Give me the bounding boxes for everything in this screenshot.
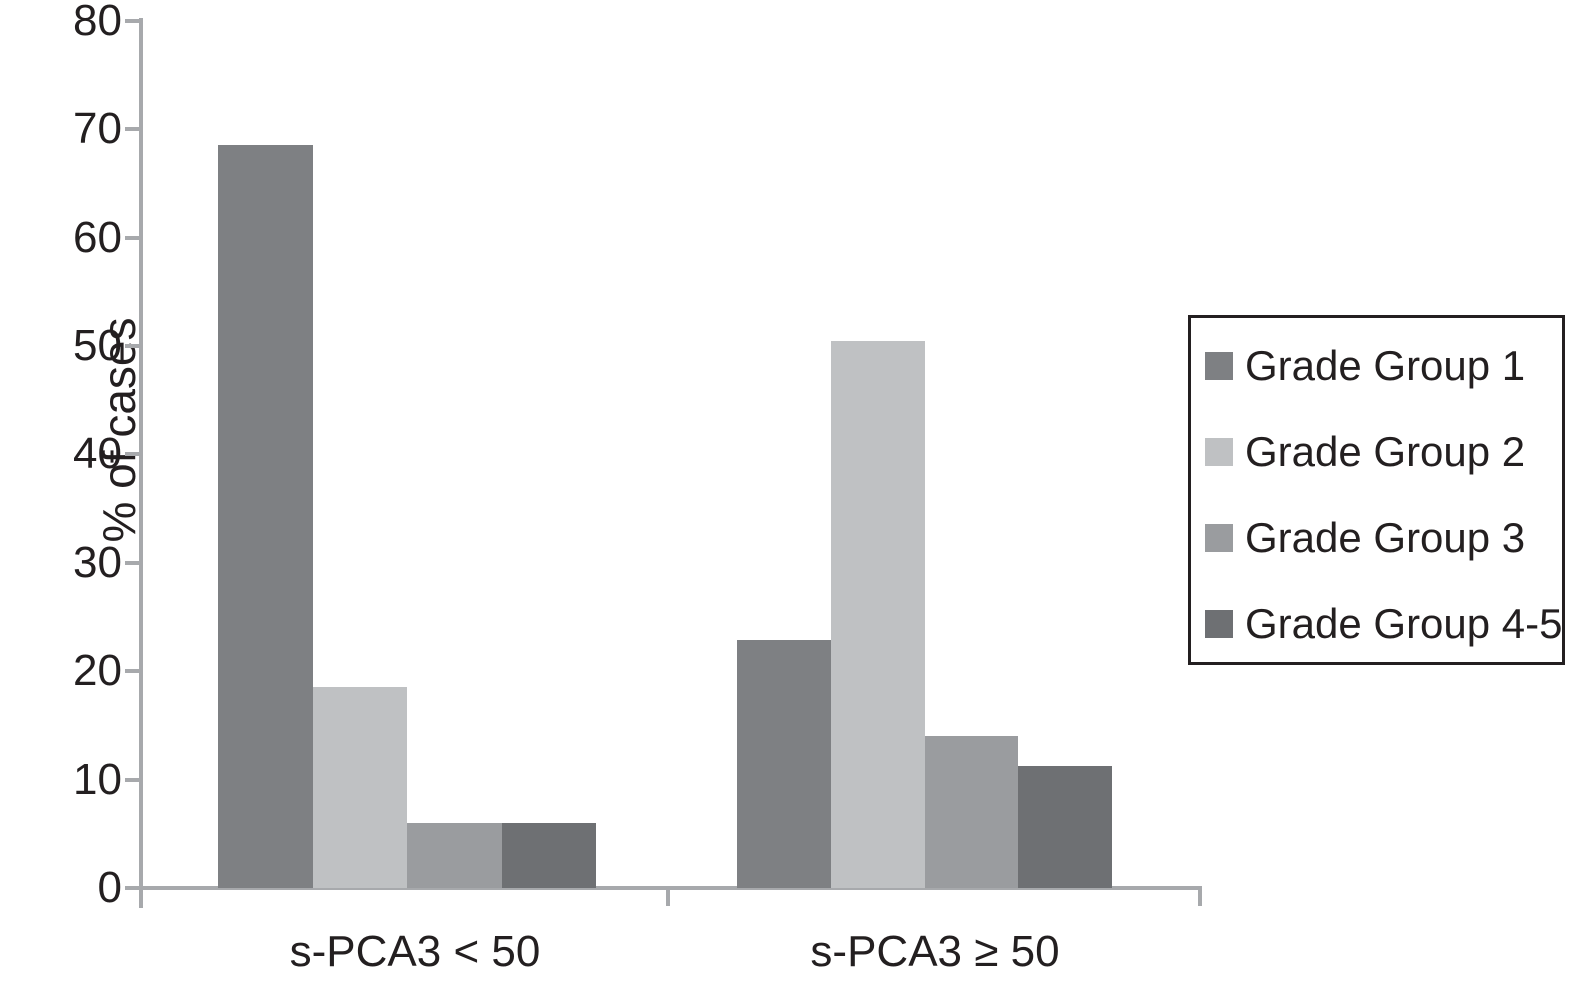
y-tick-label-70: 70 (73, 104, 122, 154)
y-tick-mark-0 (125, 886, 139, 890)
y-tick-mark-10 (125, 777, 139, 782)
category-label-2: s-PCA3 ≥ 50 (810, 927, 1060, 976)
legend-label: Grade Group 3 (1245, 514, 1526, 561)
legend-item-grade-group-2: Grade Group 2 (1205, 430, 1525, 474)
legend-label: Grade Group 4-5 (1245, 600, 1563, 647)
x-axis-line (139, 886, 1202, 890)
y-tick-mark-40 (125, 452, 139, 457)
y-tick-mark-20 (125, 669, 139, 674)
legend-item-grade-group-3: Grade Group 3 (1205, 516, 1525, 560)
bar-group1-grade-group-3 (407, 822, 502, 888)
legend-label: Grade Group 2 (1245, 428, 1526, 475)
y-axis-line (139, 18, 143, 908)
bar-group1-grade-group-4-5 (501, 822, 596, 888)
bar-group2-grade-group-3 (924, 736, 1019, 888)
y-tick-label-30: 30 (73, 537, 122, 587)
y-tick-label-80: 80 (73, 0, 122, 45)
legend-swatch-icon (1205, 352, 1233, 380)
x-tick-mark-0 (139, 888, 143, 906)
category-label-1: s-PCA3 < 50 (289, 927, 541, 976)
y-tick-label-20: 20 (73, 646, 122, 696)
legend-swatch-icon (1205, 438, 1233, 466)
y-tick-mark-60 (125, 235, 139, 240)
x-tick-mark-2 (1198, 888, 1202, 906)
legend-box: Grade Group 1 Grade Group 2 Grade Group 3 G… (1188, 315, 1565, 665)
legend-label: Grade Group 1 (1245, 342, 1526, 389)
bar-group2-grade-group-4-5 (1018, 765, 1112, 888)
legend-item-grade-group-4-5: Grade Group 4-5 (1205, 602, 1563, 646)
legend-item-grade-group-1: Grade Group 1 (1205, 344, 1525, 388)
x-tick-mark-1 (666, 888, 670, 906)
y-tick-mark-30 (125, 560, 139, 565)
y-tick-label-60: 60 (73, 212, 122, 262)
y-tick-label-50: 50 (73, 321, 122, 370)
y-tick-label-0: 0 (97, 863, 122, 912)
y-tick-mark-50 (125, 344, 139, 348)
legend-swatch-icon (1205, 524, 1233, 552)
y-tick-label-40: 40 (73, 429, 122, 479)
y-tick-label-10: 10 (73, 754, 122, 804)
bar-group1-grade-group-2 (312, 687, 407, 888)
bar-group1-grade-group-1 (218, 145, 313, 888)
legend-swatch-icon (1205, 610, 1233, 638)
bar-group2-grade-group-2 (830, 340, 925, 888)
bar-group2-grade-group-1 (737, 639, 831, 888)
y-tick-mark-70 (125, 127, 139, 132)
y-tick-mark-80 (125, 18, 139, 23)
